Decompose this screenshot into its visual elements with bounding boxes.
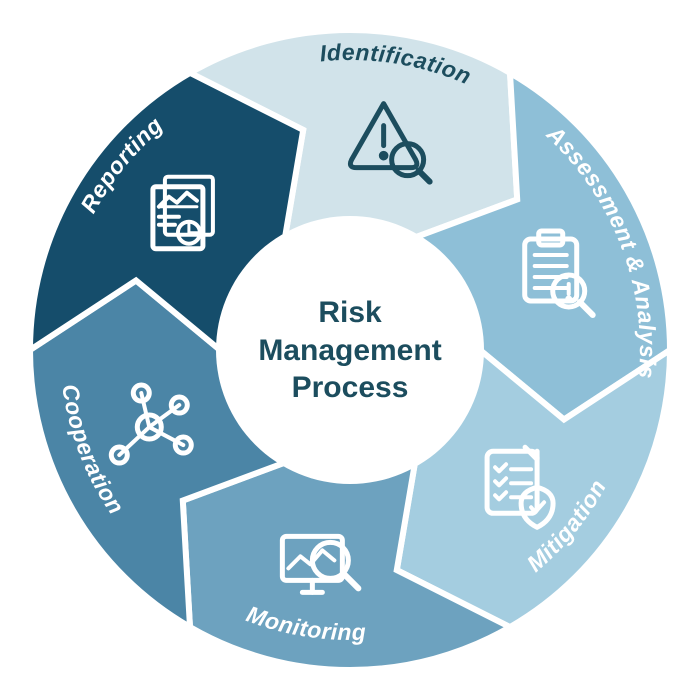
title-line-3: Process bbox=[230, 369, 470, 407]
icon-reporting bbox=[153, 177, 213, 249]
center-title: Risk Management Process bbox=[230, 294, 470, 407]
report-icon bbox=[153, 177, 213, 249]
title-line-1: Risk bbox=[230, 294, 470, 332]
title-line-2: Management bbox=[230, 331, 470, 369]
risk-management-process-diagram: { "diagram": { "type": "circular-process… bbox=[0, 0, 700, 700]
